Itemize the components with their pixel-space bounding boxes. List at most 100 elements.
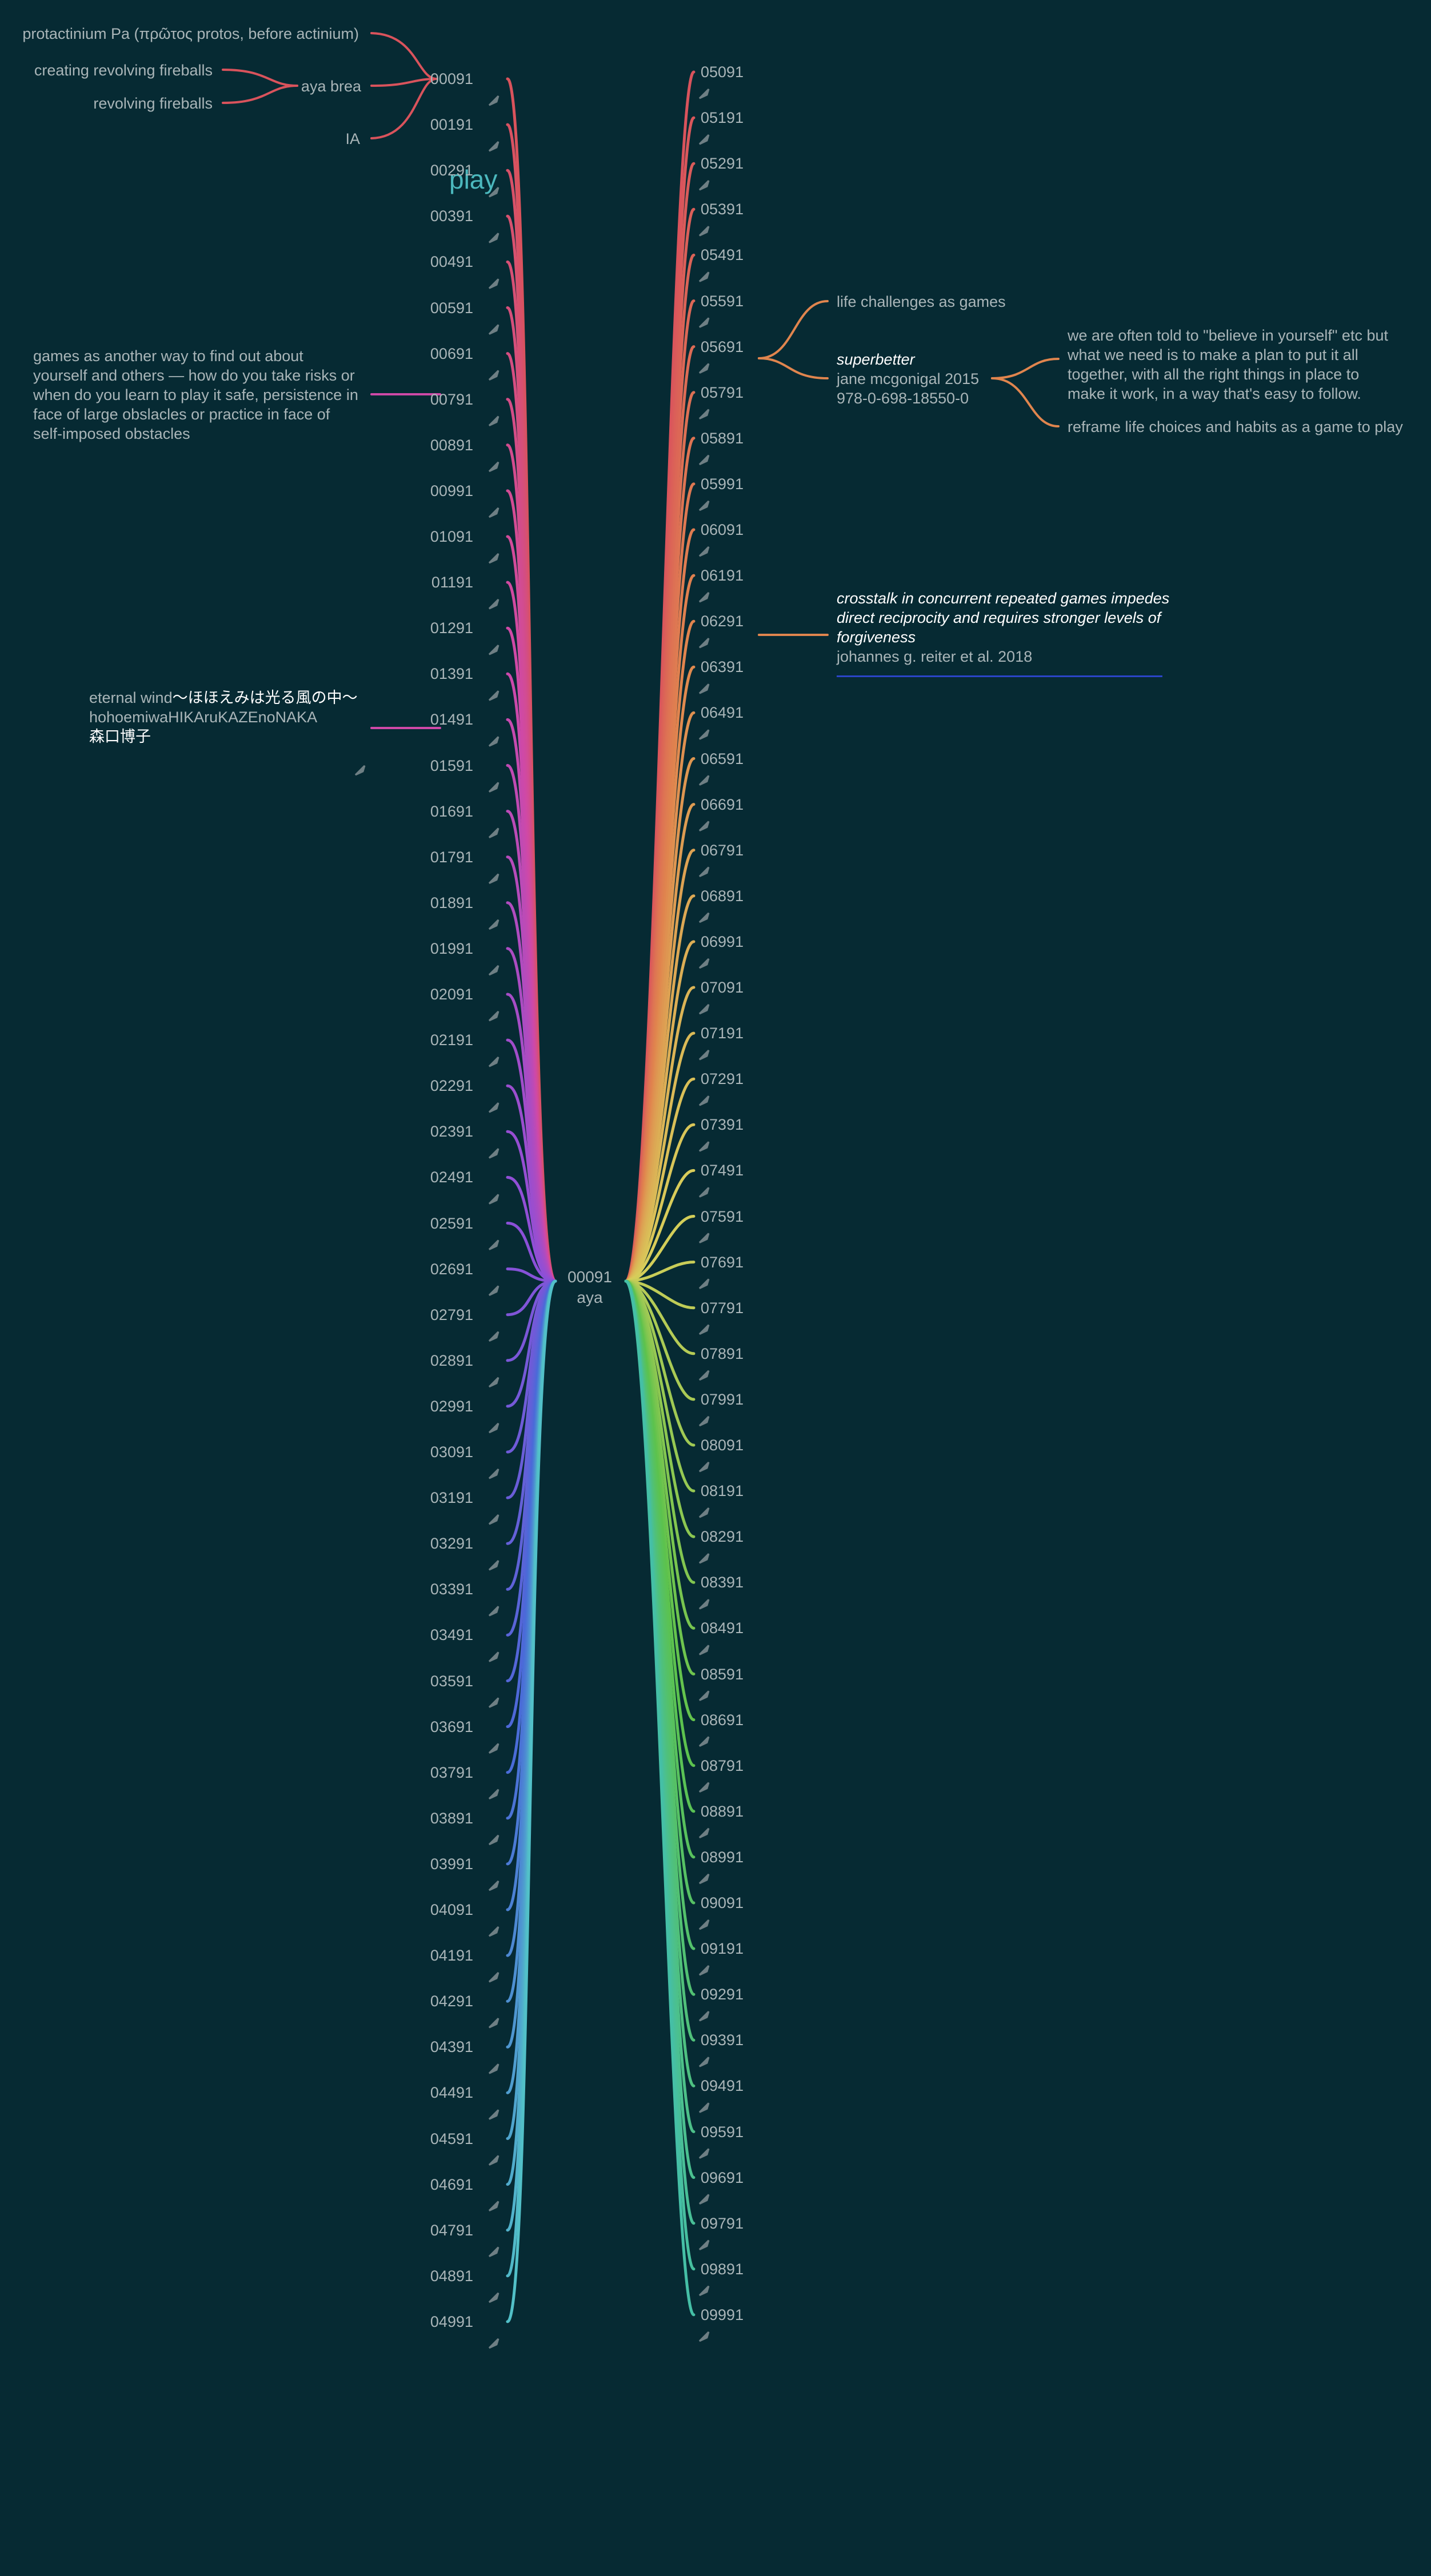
- arrow-icon-07491[interactable]: [698, 1187, 710, 1198]
- node-03491[interactable]: 03491: [430, 1626, 473, 1644]
- arrow-icon-08291[interactable]: [698, 1553, 710, 1564]
- node-05791[interactable]: 05791: [701, 383, 744, 401]
- arrow-icon-03591[interactable]: [488, 1697, 499, 1708]
- arrow-icon-06991[interactable]: [698, 958, 710, 969]
- node-05491[interactable]: 05491: [701, 246, 744, 264]
- node-03991[interactable]: 03991: [430, 1855, 473, 1873]
- node-04991[interactable]: 04991: [430, 2313, 473, 2330]
- node-02491[interactable]: 02491: [430, 1169, 473, 1186]
- arrow-icon-00091[interactable]: [488, 95, 499, 106]
- arrow-icon-09291[interactable]: [698, 2011, 710, 2022]
- arrow-icon-07791[interactable]: [698, 1324, 710, 1335]
- node-01291[interactable]: 01291: [430, 619, 473, 637]
- arrow-icon-01591[interactable]: [488, 782, 499, 793]
- arrow-icon-01991[interactable]: [488, 965, 499, 976]
- arrow-icon-01391[interactable]: [488, 690, 499, 701]
- arrow-icon-02791[interactable]: [488, 1331, 499, 1342]
- arrow-icon-02191[interactable]: [488, 1057, 499, 1067]
- node-03591[interactable]: 03591: [430, 1672, 473, 1690]
- node-00691[interactable]: 00691: [430, 345, 473, 362]
- arrow-icon-06691[interactable]: [698, 821, 710, 831]
- arrow-icon-07191[interactable]: [698, 1050, 710, 1061]
- arrow-icon-06491[interactable]: [698, 729, 710, 740]
- arrow-icon-02891[interactable]: [488, 1377, 499, 1388]
- node-08191[interactable]: 08191: [701, 1482, 744, 1500]
- node-00891[interactable]: 00891: [430, 436, 473, 454]
- node-01491[interactable]: 01491: [430, 711, 473, 729]
- node-04391[interactable]: 04391: [430, 2038, 473, 2056]
- node-05091[interactable]: 05091: [701, 63, 744, 81]
- node-07791[interactable]: 07791: [701, 1299, 744, 1317]
- arrow-icon-00991[interactable]: [488, 507, 499, 518]
- arrow-icon-01291[interactable]: [488, 645, 499, 655]
- arrow-icon-02591[interactable]: [488, 1239, 499, 1250]
- root-node[interactable]: 00091 aya: [567, 1267, 612, 1308]
- node-06891[interactable]: 06891: [701, 887, 744, 905]
- arrow-icon-08591[interactable]: [698, 1690, 710, 1701]
- arrow-icon-02391[interactable]: [488, 1148, 499, 1159]
- arrow-icon-04791[interactable]: [488, 2246, 499, 2258]
- node-00491[interactable]: 00491: [430, 253, 473, 271]
- arrow-icon-09191[interactable]: [698, 1965, 710, 1976]
- node-04191[interactable]: 04191: [430, 1947, 473, 1965]
- node-06391[interactable]: 06391: [701, 658, 744, 676]
- arrow-icon-08491[interactable]: [698, 1645, 710, 1655]
- node-01391[interactable]: 01391: [430, 665, 473, 683]
- node-00591[interactable]: 00591: [430, 299, 473, 317]
- arrow-icon-00291[interactable]: [488, 187, 499, 198]
- arrow-icon-03991[interactable]: [488, 1880, 499, 1891]
- arrow-icon-00891[interactable]: [488, 461, 499, 473]
- node-02791[interactable]: 02791: [430, 1306, 473, 1323]
- arrow-icon-05491[interactable]: [698, 271, 710, 282]
- arrow-icon-09091[interactable]: [698, 1919, 710, 1930]
- arrow-icon-09691[interactable]: [698, 2194, 710, 2205]
- arrow-icon-03391[interactable]: [488, 1606, 499, 1617]
- node-00991[interactable]: 00991: [430, 482, 473, 499]
- arrow-icon-03191[interactable]: [488, 1514, 499, 1525]
- node-02291[interactable]: 02291: [430, 1077, 473, 1095]
- arrow-icon-05791[interactable]: [698, 409, 710, 420]
- arrow-icon-00791[interactable]: [488, 415, 499, 427]
- node-03891[interactable]: 03891: [430, 1809, 473, 1827]
- arrow-icon-06091[interactable]: [698, 546, 710, 557]
- arrow-icon-05291[interactable]: [698, 180, 710, 191]
- node-01791[interactable]: 01791: [430, 848, 473, 866]
- node-08891[interactable]: 08891: [701, 1802, 744, 1820]
- node-07191[interactable]: 07191: [701, 1025, 744, 1042]
- node-08291[interactable]: 08291: [701, 1528, 744, 1546]
- arrow-icon-05591[interactable]: [698, 317, 710, 328]
- arrow-icon-09591[interactable]: [698, 2148, 710, 2159]
- node-01991[interactable]: 01991: [430, 939, 473, 957]
- node-07391[interactable]: 07391: [701, 1116, 744, 1134]
- node-07991[interactable]: 07991: [701, 1390, 744, 1408]
- arrow-icon-03691[interactable]: [488, 1743, 499, 1754]
- arrow-icon-02491[interactable]: [488, 1194, 499, 1205]
- node-09991[interactable]: 09991: [701, 2306, 744, 2323]
- node-00291[interactable]: 00291: [430, 162, 473, 179]
- arrow-icon-06391[interactable]: [698, 683, 710, 694]
- node-03091[interactable]: 03091: [430, 1443, 473, 1461]
- arrow-icon-04391[interactable]: [488, 2063, 499, 2074]
- node-00391[interactable]: 00391: [430, 207, 473, 225]
- arrow-icon-02291[interactable]: [488, 1102, 499, 1113]
- node-05391[interactable]: 05391: [701, 201, 744, 218]
- node-01191[interactable]: 01191: [431, 574, 473, 591]
- arrow-icon-02091[interactable]: [488, 1010, 499, 1022]
- node-09891[interactable]: 09891: [701, 2260, 744, 2278]
- node-00091[interactable]: 00091: [430, 70, 473, 87]
- arrow-icon-04091[interactable]: [488, 1926, 499, 1937]
- arrow-icon-08891[interactable]: [698, 1827, 710, 1839]
- arrow-icon-01891[interactable]: [488, 919, 499, 930]
- node-06291[interactable]: 06291: [701, 613, 744, 630]
- arrow-icon-09891[interactable]: [698, 2285, 710, 2297]
- arrow-icon-05091[interactable]: [698, 88, 710, 99]
- arrow-icon-04991[interactable]: [488, 2338, 499, 2349]
- node-02991[interactable]: 02991: [430, 1397, 473, 1415]
- arrow-icon-04491[interactable]: [488, 2109, 499, 2120]
- node-04591[interactable]: 04591: [430, 2130, 473, 2147]
- node-09091[interactable]: 09091: [701, 1894, 744, 1911]
- node-06991[interactable]: 06991: [701, 933, 744, 950]
- node-01891[interactable]: 01891: [430, 894, 473, 911]
- node-04091[interactable]: 04091: [430, 1901, 473, 1918]
- node-04791[interactable]: 04791: [430, 2221, 473, 2239]
